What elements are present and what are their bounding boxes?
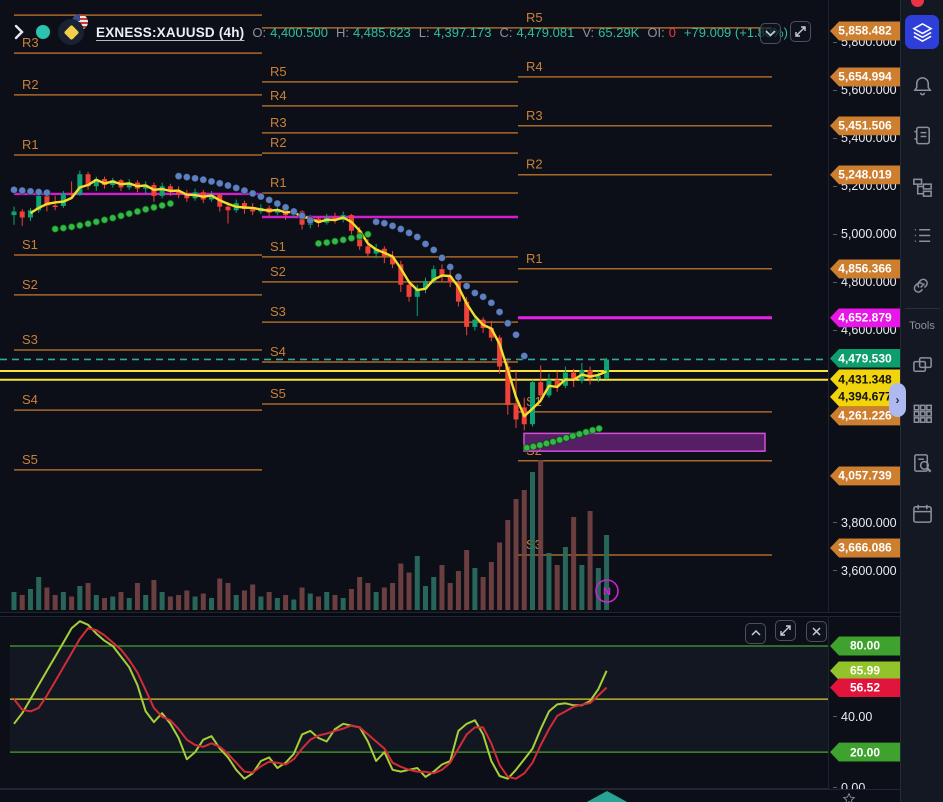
svg-text:R3: R3 — [270, 115, 287, 130]
svg-text:R3: R3 — [22, 35, 39, 50]
svg-text:R2: R2 — [22, 77, 39, 92]
svg-text:S4: S4 — [270, 344, 286, 359]
supply-zone-box[interactable] — [523, 432, 766, 452]
svg-text:S2: S2 — [270, 264, 286, 279]
legend-buttons — [755, 21, 812, 44]
close-pane-icon[interactable] — [805, 621, 827, 642]
object-tree-icon[interactable] — [905, 170, 939, 204]
price-tag: 4,652.879 — [830, 308, 900, 328]
svg-text:R5: R5 — [526, 10, 543, 25]
pivot-levels: R3 R2 R1 S1 S2 S3 S4 S5 R5 R4 R3 R2 R1 S1 S2 S3 S4 S5 R5 R4… — [14, 10, 772, 556]
svg-text:R1: R1 — [22, 137, 39, 152]
price-tick: 5,600.000 — [833, 83, 897, 97]
windows-icon[interactable] — [905, 348, 939, 382]
divider — [905, 308, 940, 309]
expand-icon[interactable] — [790, 21, 812, 42]
price-tag: 4,856.366 — [830, 259, 900, 279]
layers-icon[interactable] — [905, 15, 939, 49]
tools-label: Tools — [909, 320, 935, 332]
svg-text:S5: S5 — [22, 452, 38, 467]
main-price-chart[interactable]: R3 R2 R1 S1 S2 S3 S4 S5 R5 R4 R3 R2 R1 S1 S2 S3 S4 S5 R5 R4… — [0, 0, 828, 612]
indicator-tag: 20.00 — [830, 742, 900, 762]
price-tag: 5,654.994 — [830, 67, 900, 87]
svg-text:R2: R2 — [526, 157, 543, 172]
sar-dots — [9, 172, 604, 452]
indicator-tag: 56.52 — [830, 678, 900, 698]
svg-text:S5: S5 — [270, 386, 286, 401]
watchlist-icon[interactable] — [905, 218, 939, 252]
svg-text:S2: S2 — [22, 277, 38, 292]
buy-signal-arrow-icon — [586, 791, 628, 802]
svg-text:R2: R2 — [270, 135, 287, 150]
calendar-icon[interactable] — [905, 496, 939, 530]
n-event-marker[interactable]: N — [595, 579, 619, 603]
stoch-d-line — [13, 627, 608, 780]
favorite-star-icon[interactable] — [840, 793, 858, 802]
price-tick: 3,600.000 — [833, 564, 897, 578]
svg-text:R4: R4 — [270, 88, 287, 103]
price-tag: 4,394.677 — [830, 387, 900, 407]
stochastic-pane[interactable] — [0, 617, 828, 789]
collapse-pane-icon[interactable] — [745, 622, 766, 644]
time-axis-strip — [0, 789, 900, 802]
maximize-pane-icon[interactable] — [775, 620, 797, 641]
candles — [11, 170, 610, 431]
svg-text:R1: R1 — [270, 175, 287, 190]
indicator-pane-buttons — [740, 620, 827, 644]
price-tag: 5,248.019 — [830, 165, 900, 185]
symbol-title[interactable]: EXNESS:XAUUSD (4h) — [96, 24, 245, 40]
indicator-tick: 40.00 — [833, 710, 872, 724]
price-tag: 4,431.348 — [830, 369, 900, 389]
chevron-right-icon[interactable] — [10, 21, 28, 43]
link-icon[interactable] — [905, 268, 939, 302]
svg-text:S3: S3 — [270, 304, 286, 319]
svg-text:S4: S4 — [22, 392, 38, 407]
stoch-k-line — [13, 620, 608, 780]
svg-text:N: N — [603, 586, 611, 598]
indicator-tag: 80.00 — [830, 636, 900, 656]
price-tag: 4,261.226 — [830, 406, 900, 426]
svg-text:R3: R3 — [526, 108, 543, 123]
svg-text:R4: R4 — [526, 59, 543, 74]
indicator-tag: 65.99 — [830, 661, 900, 681]
pane-divider[interactable] — [0, 612, 900, 617]
chevron-down-icon[interactable] — [760, 23, 781, 44]
volume-bars — [11, 460, 610, 610]
svg-text:R1: R1 — [526, 251, 543, 266]
notification-dot — [911, 0, 924, 7]
ma-line — [29, 178, 608, 418]
price-tick: 3,800.000 — [833, 516, 897, 530]
price-tick: 4,800.000 — [833, 275, 897, 289]
bell-icon[interactable] — [905, 68, 939, 102]
sidebar-collapse-handle[interactable]: › — [889, 383, 906, 417]
price-tag: 4,057.739 — [830, 466, 900, 486]
price-tag: 5,858.482 — [830, 21, 900, 41]
price-scale[interactable]: 5,800.000 5,600.000 5,400.000 5,200.000 5,00… — [828, 0, 900, 612]
doc-search-icon[interactable] — [905, 446, 939, 480]
price-tick: 5,000.000 — [833, 227, 897, 241]
price-tag: 3,666.086 — [830, 538, 900, 558]
grid-icon[interactable] — [905, 396, 939, 430]
svg-text:R5: R5 — [270, 64, 287, 79]
right-sidebar: Tools — [900, 0, 943, 802]
svg-text:S1: S1 — [270, 239, 286, 254]
svg-text:S1: S1 — [22, 237, 38, 252]
svg-text:S3: S3 — [22, 332, 38, 347]
price-tag: 4,479.530 — [830, 348, 900, 368]
horizontal-price-lines — [0, 358, 828, 381]
price-tag: 5,451.506 — [830, 116, 900, 136]
journal-icon[interactable] — [905, 118, 939, 152]
